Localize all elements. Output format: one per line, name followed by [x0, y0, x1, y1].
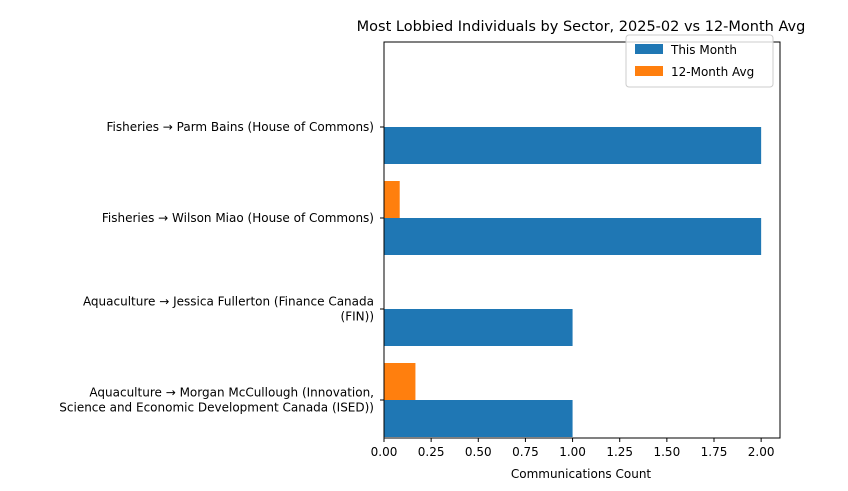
x-tick-label-8: 2.00	[748, 445, 775, 459]
y-tick-label-3-1: Science and Economic Development Canada …	[59, 401, 374, 415]
x-axis-ticks: 0.00 0.25 0.50 0.75 1.00 1.25 1.50 1.75 2.00	[371, 438, 775, 459]
bar-12-month-avg-1	[384, 181, 400, 218]
x-tick-label-4: 1.00	[559, 445, 586, 459]
x-tick-label-1: 0.25	[418, 445, 445, 459]
bar-this-month-1	[384, 218, 762, 255]
legend: This Month 12-Month Avg	[625, 34, 774, 88]
x-tick-label-7: 1.75	[701, 445, 728, 459]
y-axis-labels: Fisheries → Parm Bains (House of Commons…	[59, 120, 384, 415]
x-tick-label-2: 0.50	[465, 445, 492, 459]
bar-12-month-avg-3	[384, 363, 416, 400]
x-tick-label-3: 0.75	[512, 445, 539, 459]
legend-label-0: This Month	[670, 43, 737, 57]
legend-label-1: 12-Month Avg	[671, 65, 754, 79]
x-tick-label-6: 1.50	[653, 445, 680, 459]
y-tick-label-0-0: Fisheries → Parm Bains (House of Commons…	[106, 120, 374, 134]
x-tick-label-5: 1.25	[606, 445, 633, 459]
chart-title: Most Lobbied Individuals by Sector, 2025…	[357, 19, 806, 35]
bar-this-month-0	[384, 127, 762, 164]
y-tick-label-1-0: Fisheries → Wilson Miao (House of Common…	[102, 211, 374, 225]
y-tick-label-2-0: Aquaculture → Jessica Fullerton (Finance…	[83, 295, 374, 309]
y-tick-label-3-0: Aquaculture → Morgan McCullough (Innovat…	[89, 386, 374, 400]
bar-this-month-2	[384, 309, 573, 346]
x-tick-label-0: 0.00	[371, 445, 398, 459]
legend-swatch-0	[635, 44, 663, 54]
bar-this-month-3	[384, 400, 573, 437]
x-axis-label: Communications Count	[511, 467, 652, 481]
y-tick-label-2-1: (FIN))	[341, 310, 374, 324]
legend-swatch-1	[635, 66, 663, 76]
bars	[384, 127, 762, 437]
plot-frame	[383, 41, 781, 439]
